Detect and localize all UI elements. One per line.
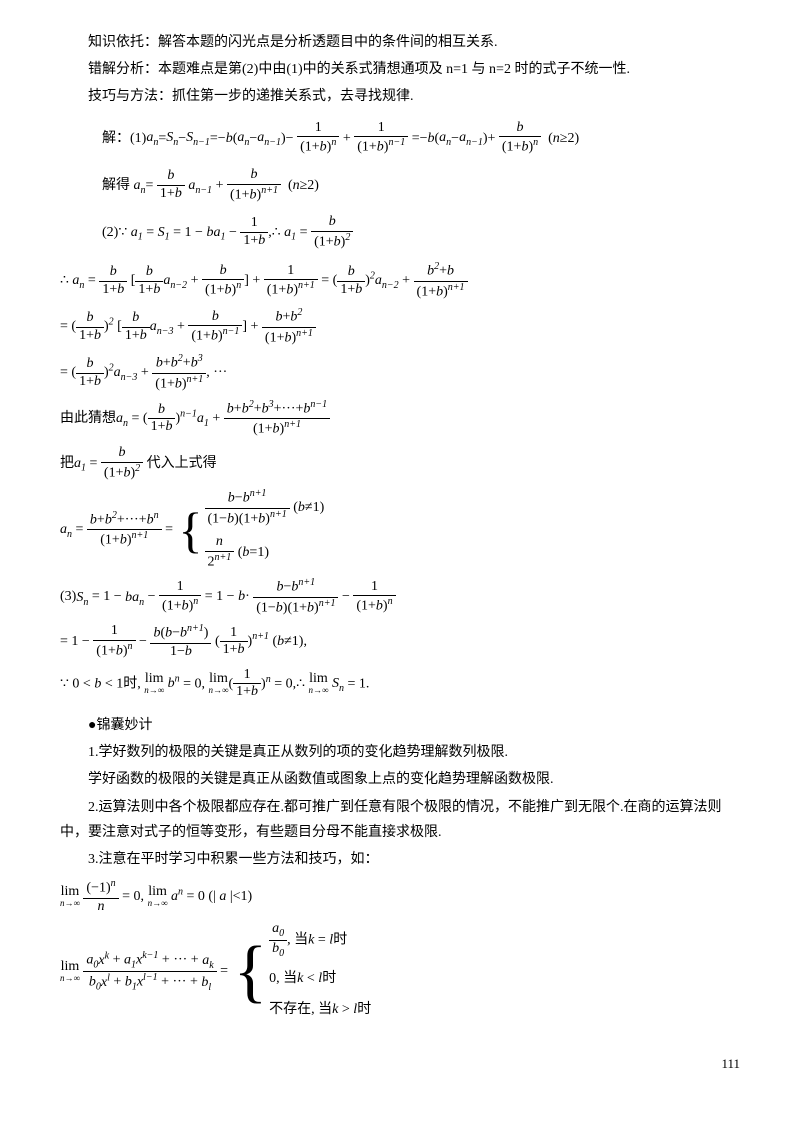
tip-3: 3.注意在平时学习中积累一些方法和技巧，如： [60,847,740,872]
intro-line-3: 技巧与方法：抓住第一步的递推关系式，去寻找规律. [60,84,740,109]
tip-2: 2.运算法则中各个极限都应存在.都可推广到任意有限个极限的情况，不能推广到无限个… [60,795,740,845]
tip-1b: 学好函数的极限的关键是真正从函数值或图象上点的变化趋势理解函数极限. [60,767,740,792]
solution-part3-line2: = 1 − 1(1+b)n − b(b−bn+1)1−b (11+b)n+1 (… [60,623,740,660]
part1-label: 解：(1) [102,130,146,145]
tip-formula-1: limn→∞ (−1)nn = 0, limn→∞ an = 0 (| a |<… [60,878,740,915]
solution-part2-line1: ∴ an = b1+b [b1+ban−2 + b(1+b)n] + 1(1+b… [60,261,740,301]
intro-line-2: 错解分析：本题难点是第(2)中由(1)中的关系式猜想通项及 n=1 与 n=2 … [60,57,740,82]
solution-part1: 解：(1)an=Sn−Sn−1=−b(an−an−1)− 1(1+b)n + 1… [102,120,740,157]
solution-part3-line1: (3)Sn = 1 − ban − 1(1+b)n = 1 − b· b−bn+… [60,577,740,617]
page-number: 111 [60,1052,740,1075]
solution-part2-line2: = (b1+b)2 [b1+ban−3 + b(1+b)n−1] + b+b2(… [60,307,740,347]
tip-1a: 1.学好数列的极限的关键是真正从数列的项的变化趋势理解数列极限. [60,740,740,765]
sub-label: 把 [60,456,74,471]
tip-formula-2: limn→∞ a0xk + a1xk−1 + ··· + ak b0xl + b… [60,921,740,1022]
tips-marker: ●锦囊妙计 [60,713,740,738]
sub-after: 代入上式得 [147,456,217,471]
solve-label: 解得 [102,178,130,193]
guess-label: 由此猜想 [60,411,116,426]
solution-part3-lim: ∵ 0 < b < 1时, limn→∞ bn = 0, limn→∞(11+b… [60,667,740,702]
intro-line-1: 知识依托：解答本题的闪光点是分析透题目中的条件间的相互关系. [60,30,740,55]
solution-part2-line3: = (b1+b)2an−3 + b+b2+b3(1+b)n+1, ··· [60,353,740,393]
solution-part2-a1: (2)∵ a1 = S1 = 1 − ba1 − 11+b,∴ a1 = b(1… [102,214,740,251]
solution-part1-solve: 解得 an= b1+b an−1 + b(1+b)n+1 (n≥2) [102,167,740,204]
solution-guess: 由此猜想an = (b1+b)n−1a1 + b+b2+b3+···+bn−1(… [60,399,740,439]
solution-substitute: 把a1 = b(1+b)2 代入上式得 [60,445,740,482]
solution-an-result: an = b+b2+···+bn(1+b)n+1 = { b−bn+1(1−b)… [60,488,740,571]
